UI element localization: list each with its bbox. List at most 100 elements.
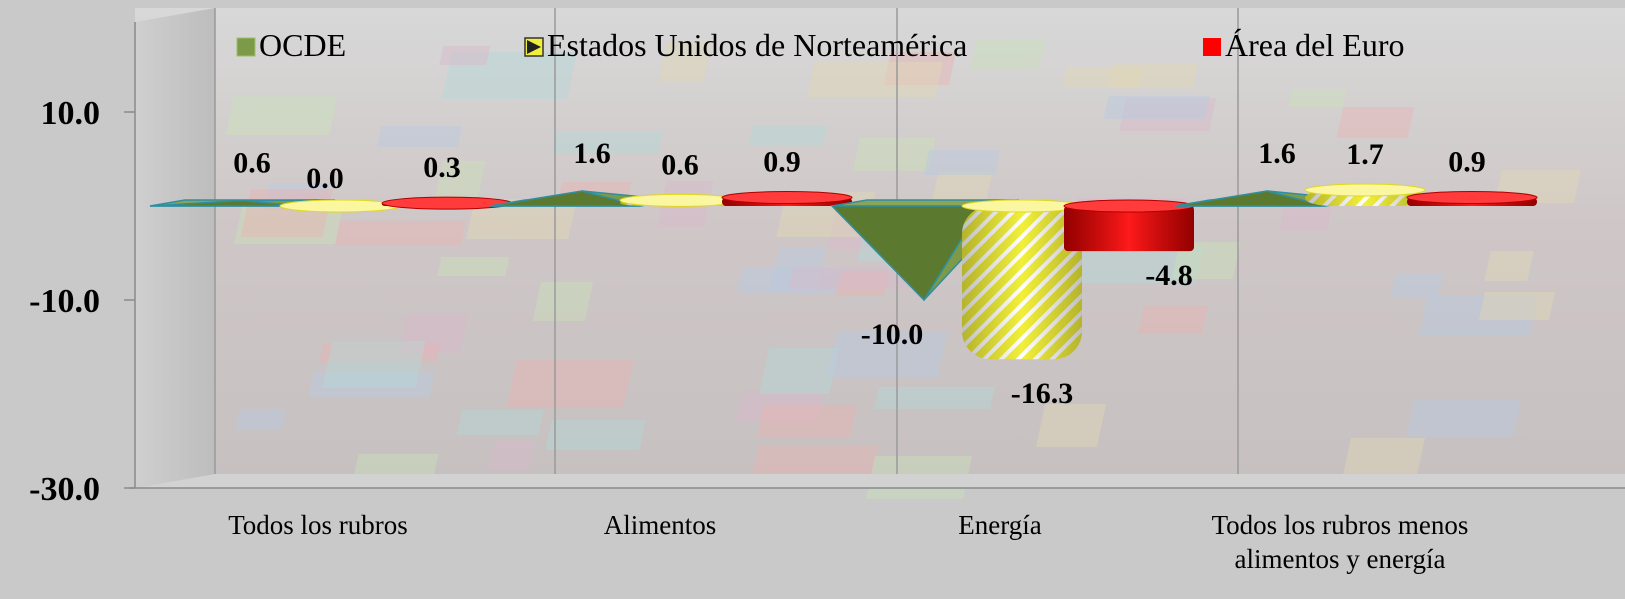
background-flag — [1418, 296, 1539, 335]
background-flag — [1341, 438, 1425, 484]
legend-label: Estados Unidos de Norteamérica — [547, 27, 967, 63]
background-flag — [788, 268, 915, 289]
bar-0-1 — [279, 199, 401, 213]
data-label: -16.3 — [1011, 377, 1074, 410]
background-flag — [466, 199, 577, 239]
background-flag — [736, 391, 824, 422]
background-flag — [488, 441, 536, 470]
data-label: 0.6 — [661, 148, 699, 181]
legend-swatch — [524, 37, 544, 57]
background-flag — [1035, 404, 1107, 447]
background-flag — [883, 52, 956, 85]
data-label: 0.6 — [233, 146, 271, 179]
background-flag — [234, 207, 344, 244]
background-flag — [757, 405, 857, 437]
data-label: -4.8 — [1145, 259, 1193, 292]
bar-0-2 — [381, 196, 513, 210]
background-flag — [437, 257, 510, 276]
data-label: 1.6 — [573, 137, 611, 170]
data-label: 0.3 — [423, 151, 461, 184]
bar-1-1 — [619, 193, 741, 207]
background-flag — [923, 150, 1001, 175]
background-flag — [240, 189, 333, 237]
floor — [135, 474, 1625, 488]
background-flag — [1336, 107, 1415, 138]
background-flag — [334, 221, 467, 245]
background-flag — [751, 446, 879, 476]
cylinder-top — [1406, 191, 1538, 205]
background-flag — [456, 410, 544, 435]
background-flag — [1478, 292, 1555, 320]
category-label: Alimentos — [604, 510, 717, 540]
side-wall — [135, 8, 215, 488]
data-label: -10.0 — [861, 318, 924, 351]
y-axis-ticks: 10.0 -10.0 -30.0 — [29, 95, 135, 508]
data-label: 1.7 — [1346, 138, 1384, 171]
cylinder-top — [279, 199, 401, 213]
background-flag — [1278, 207, 1333, 231]
background-flag — [658, 42, 713, 82]
background-flag — [319, 343, 441, 362]
cylinder-top — [1063, 199, 1195, 213]
category-label-line: Todos los rubros menos — [1212, 510, 1469, 540]
bar-2-2 — [1063, 199, 1195, 252]
background-flag — [353, 454, 439, 479]
background-flag — [970, 40, 1046, 69]
background-flag — [551, 132, 663, 154]
background-flag — [1138, 305, 1209, 334]
cylinder-top — [381, 196, 513, 210]
background-flag — [759, 348, 840, 394]
background-flag — [748, 126, 828, 145]
cylinder-top — [619, 193, 741, 207]
background-flag — [441, 52, 577, 99]
y-tick-label: -30.0 — [29, 471, 100, 508]
cylinder-shade — [1064, 206, 1194, 252]
category-label-line: Todos los rubros — [228, 510, 408, 540]
background-flag — [736, 267, 843, 293]
category-label-line: Alimentos — [604, 510, 717, 540]
cylinder-top — [1304, 183, 1426, 197]
background-flag — [826, 332, 948, 377]
background-flag — [1119, 98, 1217, 131]
bar-3-1 — [1304, 183, 1426, 206]
background-flag — [1073, 245, 1204, 283]
bar-3-2 — [1406, 191, 1538, 206]
y-tick-label: 10.0 — [41, 95, 101, 132]
legend: OCDE Estados Unidos de Norteamérica Área d… — [236, 27, 1404, 63]
background-flag — [225, 96, 338, 135]
background-flag — [435, 161, 486, 197]
data-label: 0.9 — [763, 146, 801, 179]
background-flag — [376, 126, 463, 147]
background-flag — [1484, 251, 1534, 281]
background-flag — [532, 282, 594, 321]
background-flag — [439, 46, 491, 65]
category-label-line: Energía — [958, 510, 1041, 540]
background-flag — [545, 420, 646, 450]
data-label: 0.9 — [1448, 146, 1486, 179]
background-flag — [769, 248, 827, 292]
background-flag — [1288, 89, 1348, 107]
background-flag — [1406, 400, 1521, 437]
legend-swatch — [1203, 38, 1221, 56]
bars-group — [149, 183, 1538, 360]
background-flag — [807, 62, 943, 97]
category-label-line: alimentos y energía — [1235, 544, 1446, 574]
background-flag — [1390, 274, 1444, 297]
background-flag — [322, 341, 426, 388]
background-flag — [234, 409, 287, 429]
background-flag — [1062, 67, 1143, 88]
data-label: 0.0 — [306, 162, 344, 195]
background-flag — [874, 387, 995, 409]
background-flag — [834, 271, 890, 296]
cylinder-shade — [962, 206, 1082, 360]
category-label: Todos los rubros — [228, 510, 408, 540]
cylinder-top — [721, 191, 853, 205]
bar-2-1 — [961, 199, 1083, 360]
background-flag — [506, 360, 634, 407]
category-label: Energía — [958, 510, 1041, 540]
background-flag — [852, 138, 936, 171]
background-flag — [1108, 63, 1199, 88]
legend-label: Área del Euro — [1225, 27, 1404, 63]
